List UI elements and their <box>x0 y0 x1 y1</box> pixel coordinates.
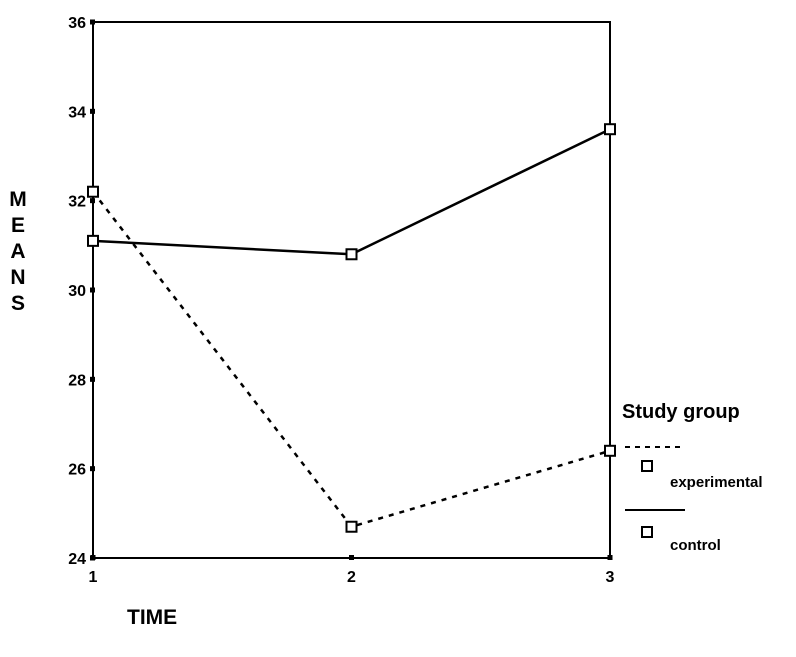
x-axis-ticks: 1 2 3 <box>89 555 615 586</box>
legend-title: Study group <box>622 401 740 423</box>
x-tick-label-3: 3 <box>606 569 615 586</box>
data-point-experimental-1 <box>87 185 99 198</box>
y-tick-mark-34 <box>90 108 95 114</box>
y-tick-label-36: 36 <box>68 15 86 32</box>
y-tick-mark-36 <box>90 19 95 25</box>
y-tick-label-30: 30 <box>68 283 86 300</box>
series-line-control <box>92 128 611 256</box>
data-point-control-3 <box>604 123 616 136</box>
plot-frame <box>92 21 611 559</box>
legend-marker-control <box>641 526 653 538</box>
x-tick-mark-1 <box>90 555 96 560</box>
y-tick-label-24: 24 <box>68 551 86 568</box>
y-tick-label-32: 32 <box>68 194 86 211</box>
data-point-experimental-2 <box>345 520 358 533</box>
series-layer <box>87 123 616 533</box>
y-tick-mark-26 <box>90 466 95 472</box>
legend: Study group experimental control <box>622 401 763 554</box>
y-tick-mark-32 <box>90 198 95 204</box>
y-tick-label-26: 26 <box>68 462 86 479</box>
series-line-experimental <box>92 190 611 529</box>
y-tick-label-34: 34 <box>68 104 86 121</box>
legend-label-control: control <box>670 537 721 554</box>
data-point-experimental-3 <box>604 444 616 457</box>
x-tick-mark-3 <box>607 555 613 560</box>
data-point-control-2 <box>345 248 358 261</box>
y-tick-label-28: 28 <box>68 372 86 389</box>
x-tick-label-2: 2 <box>347 569 356 586</box>
x-tick-label-1: 1 <box>89 569 98 586</box>
x-axis-title: TIME <box>127 606 177 629</box>
x-tick-mark-2 <box>349 555 354 560</box>
legend-label-experimental: experimental <box>670 474 763 491</box>
legend-marker-experimental <box>641 460 653 472</box>
data-point-control-1 <box>87 234 99 247</box>
y-tick-mark-30 <box>90 287 95 293</box>
y-axis-ticks: 24 26 28 30 32 34 36 <box>68 15 95 568</box>
y-tick-mark-28 <box>90 376 95 382</box>
